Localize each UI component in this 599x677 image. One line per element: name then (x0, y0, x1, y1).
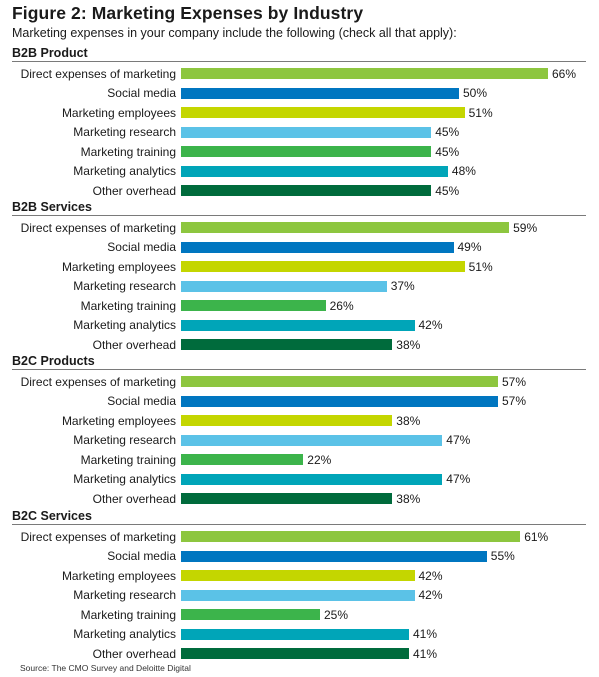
category-label: Marketing analytics (73, 627, 176, 641)
category-label: Social media (107, 549, 176, 563)
bar (181, 589, 415, 601)
bar (181, 395, 498, 407)
section-rule (12, 61, 586, 62)
data-label: 47% (446, 472, 471, 486)
bar (181, 222, 510, 233)
data-label: 57% (502, 374, 527, 389)
chart-subtitle: Marketing expenses in your company inclu… (12, 26, 457, 40)
bar (181, 434, 443, 446)
data-label: 48% (451, 164, 476, 178)
category-label: Direct expenses of marketing (20, 220, 176, 235)
bar (181, 609, 320, 620)
category-label: Marketing employees (61, 259, 176, 274)
category-label: Marketing training (80, 298, 176, 313)
bar (181, 319, 415, 331)
data-label: 37% (390, 279, 415, 293)
data-label: 25% (324, 607, 349, 622)
data-label: 38% (396, 491, 421, 506)
category-label: Other overhead (92, 337, 176, 352)
section-rule (12, 215, 586, 216)
bar (181, 165, 448, 177)
data-label: 61% (524, 529, 549, 544)
data-label: 38% (396, 413, 421, 428)
category-label: Marketing analytics (73, 318, 176, 332)
category-label: Marketing research (73, 279, 176, 293)
bar (181, 146, 432, 157)
category-label: Marketing employees (61, 105, 176, 120)
category-label: Social media (107, 86, 176, 100)
data-label: 55% (490, 549, 515, 563)
bar (181, 339, 393, 350)
category-label: Other overhead (92, 646, 176, 661)
category-label: Social media (107, 394, 176, 408)
data-label: 26% (329, 298, 354, 313)
bar (181, 493, 393, 504)
data-label: 42% (418, 318, 443, 332)
data-label: 47% (446, 433, 471, 447)
bar (181, 241, 454, 253)
category-label: Social media (107, 240, 176, 254)
data-label: 41% (413, 627, 438, 641)
bar (181, 473, 443, 485)
data-label: 45% (435, 144, 460, 159)
bar (181, 376, 498, 387)
category-label: Other overhead (92, 491, 176, 506)
category-label: Marketing analytics (73, 472, 176, 486)
bar (181, 280, 387, 292)
data-label: 66% (552, 66, 577, 81)
category-label: Marketing training (80, 452, 176, 467)
category-label: Marketing research (73, 125, 176, 139)
section-title: B2B Services (12, 200, 92, 214)
bar (181, 300, 326, 311)
bar (181, 107, 465, 118)
section-rule (12, 369, 586, 370)
bar (181, 126, 432, 138)
category-label: Marketing training (80, 607, 176, 622)
bar (181, 628, 409, 640)
bar (181, 648, 409, 659)
category-label: Marketing research (73, 588, 176, 602)
source-note: Source: The CMO Survey and Deloitte Digi… (20, 663, 191, 673)
section-title: B2B Product (12, 46, 88, 60)
category-label: Marketing employees (61, 413, 176, 428)
bar (181, 531, 521, 542)
bar (181, 87, 459, 99)
data-label: 59% (513, 220, 538, 235)
data-label: 57% (502, 394, 527, 408)
section-title: B2C Services (12, 509, 92, 523)
bar (181, 415, 393, 426)
category-label: Direct expenses of marketing (20, 374, 176, 389)
data-label: 41% (413, 646, 438, 661)
bar (181, 550, 487, 562)
category-label: Marketing research (73, 433, 176, 447)
category-label: Marketing analytics (73, 164, 176, 178)
chart-title: Figure 2: Marketing Expenses by Industry (12, 3, 364, 23)
bar (181, 68, 548, 79)
bar (181, 185, 432, 196)
category-label: Direct expenses of marketing (20, 529, 176, 544)
data-label: 50% (463, 86, 488, 100)
data-label: 45% (435, 125, 460, 139)
section-title: B2C Products (12, 354, 95, 368)
data-label: 51% (468, 105, 493, 120)
data-label: 51% (468, 259, 493, 274)
data-label: 42% (418, 568, 443, 583)
data-label: 45% (435, 183, 460, 198)
data-label: 42% (418, 588, 443, 602)
section-rule (12, 524, 586, 525)
category-label: Marketing training (80, 144, 176, 159)
data-label: 22% (307, 452, 332, 467)
data-label: 38% (396, 337, 421, 352)
category-label: Other overhead (92, 183, 176, 198)
data-label: 49% (457, 240, 482, 254)
bar (181, 454, 304, 465)
bar (181, 570, 415, 581)
category-label: Direct expenses of marketing (20, 66, 176, 81)
category-label: Marketing employees (61, 568, 176, 583)
bar (181, 261, 465, 272)
